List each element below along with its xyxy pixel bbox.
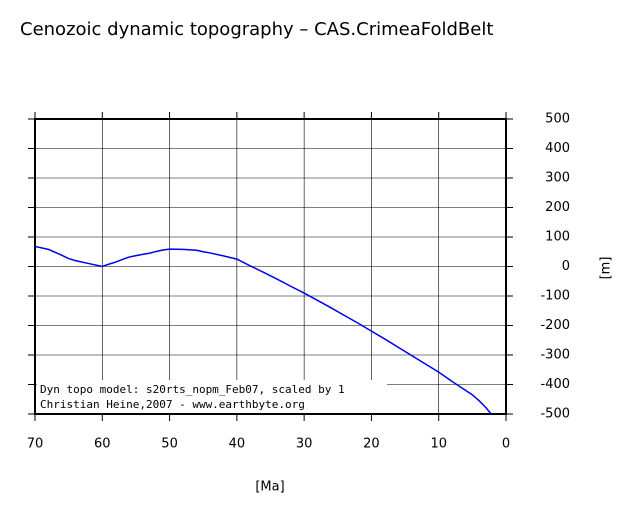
x-tick-label: 60 <box>94 437 111 452</box>
data-line <box>34 245 492 415</box>
x-tick-label: 70 <box>27 437 44 452</box>
annotation-box <box>37 380 387 413</box>
y-tick-label: 200 <box>545 200 570 215</box>
y-tick-label: 400 <box>545 141 570 156</box>
annotation: Christian Heine,2007 - www.earthbyte.org <box>40 398 305 411</box>
x-tick-label: 0 <box>502 437 510 452</box>
chart-title: Cenozoic dynamic topography – CAS.Crimea… <box>20 19 493 40</box>
annotation: Dyn topo model: s20rts_nopm_Feb07, scale… <box>40 383 345 396</box>
y-tick-label: -400 <box>540 377 570 392</box>
y-tick-label: -500 <box>540 407 570 422</box>
y-tick-label: 0 <box>562 259 570 274</box>
y-tick-label: 100 <box>545 230 570 245</box>
x-axis-label: [Ma] <box>255 480 284 495</box>
x-tick-label: 20 <box>363 437 380 452</box>
y-tick-label: -100 <box>540 289 570 304</box>
y-axis-label: [m] <box>599 257 614 280</box>
y-tick-label: 500 <box>545 112 570 127</box>
y-tick-label: -300 <box>540 348 570 363</box>
x-tick-label: 50 <box>161 437 178 452</box>
x-tick-label: 10 <box>430 437 447 452</box>
x-tick-label: 40 <box>229 437 246 452</box>
y-tick-label: -200 <box>540 318 570 333</box>
x-tick-label: 30 <box>296 437 313 452</box>
plot-frame <box>34 118 507 415</box>
y-tick-label: 300 <box>545 171 570 186</box>
